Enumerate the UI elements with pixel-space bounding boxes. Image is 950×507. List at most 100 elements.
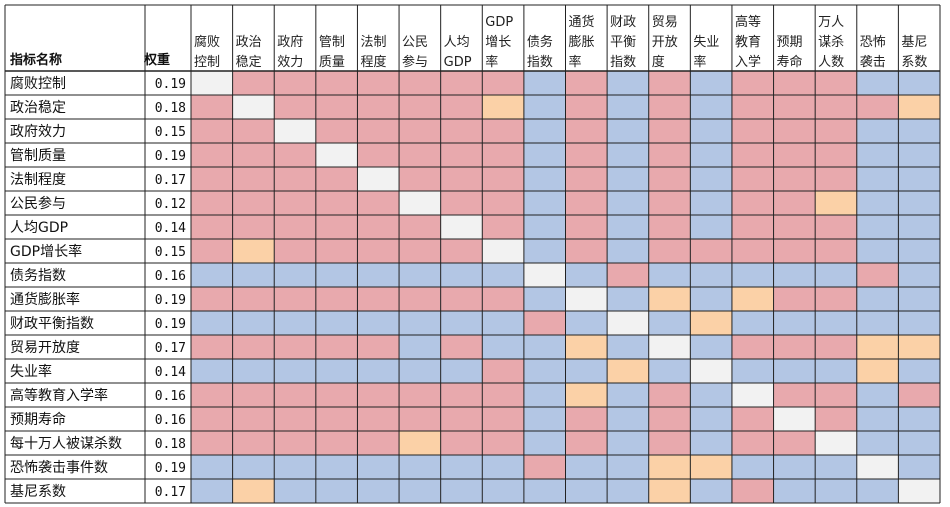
matrix-cell xyxy=(731,215,774,239)
matrix-cell xyxy=(565,215,608,239)
column-header-label: 指数 xyxy=(527,55,553,70)
matrix-cell xyxy=(815,95,857,119)
matrix-cell xyxy=(565,455,608,479)
matrix-cell xyxy=(357,311,400,335)
matrix-cell xyxy=(315,119,358,143)
column-header-label: 开放 xyxy=(652,35,678,50)
matrix-cell xyxy=(607,167,649,191)
column-header-label: 法制 xyxy=(360,35,386,50)
matrix-cell xyxy=(731,263,774,287)
matrix-cell xyxy=(274,215,316,239)
matrix-cell xyxy=(898,431,940,455)
matrix-cell xyxy=(191,455,233,479)
matrix-cell xyxy=(523,239,566,263)
row-label: 人均GDP xyxy=(10,220,68,236)
weight-value: 0.16 xyxy=(155,413,186,428)
weight-value: 0.12 xyxy=(155,197,186,212)
matrix-cell xyxy=(815,71,857,95)
matrix-cell xyxy=(399,431,441,455)
matrix-cell xyxy=(315,167,358,191)
matrix-cell xyxy=(399,143,441,167)
column-header-label: 寿命 xyxy=(777,54,803,70)
matrix-cell xyxy=(482,359,524,383)
matrix-cell xyxy=(898,263,940,287)
matrix-cell xyxy=(357,479,400,503)
matrix-cell xyxy=(773,287,816,311)
matrix-cell xyxy=(357,191,400,215)
column-header-label: 政治 xyxy=(236,35,262,50)
matrix-cell xyxy=(607,143,649,167)
matrix-cell xyxy=(648,95,691,119)
matrix-cell xyxy=(482,479,524,503)
matrix-cell xyxy=(648,71,691,95)
matrix-cell xyxy=(690,191,732,215)
matrix-cell xyxy=(274,383,316,407)
matrix-cell xyxy=(274,335,316,359)
matrix-cell xyxy=(523,95,566,119)
matrix-cell xyxy=(232,431,275,455)
matrix-cell xyxy=(399,263,441,287)
matrix-cell xyxy=(232,119,275,143)
matrix-cell xyxy=(274,191,316,215)
matrix-cell xyxy=(232,455,275,479)
matrix-cell xyxy=(357,359,400,383)
column-header-label: 质量 xyxy=(319,55,345,70)
matrix-cell xyxy=(440,215,483,239)
matrix-cell xyxy=(274,359,316,383)
matrix-cell xyxy=(274,287,316,311)
matrix-cell xyxy=(648,383,691,407)
matrix-cell xyxy=(856,407,899,431)
matrix-cell xyxy=(648,455,691,479)
column-header-label: 指数 xyxy=(610,55,636,70)
row-label: 预期寿命 xyxy=(10,411,66,428)
matrix-cell xyxy=(191,239,233,263)
column-header-label: 通货 xyxy=(569,14,595,30)
matrix-cell xyxy=(232,311,275,335)
matrix-cell xyxy=(648,239,691,263)
matrix-cell xyxy=(565,287,608,311)
matrix-cell xyxy=(607,359,649,383)
column-header-label: 万人 xyxy=(818,15,844,30)
row-label: 法制程度 xyxy=(10,172,66,188)
matrix-cell xyxy=(815,479,857,503)
matrix-cell xyxy=(523,479,566,503)
matrix-cell xyxy=(690,95,732,119)
matrix-cell xyxy=(731,455,774,479)
row-label: 政府效力 xyxy=(10,124,66,140)
matrix-cell xyxy=(440,455,483,479)
matrix-cell xyxy=(773,383,816,407)
matrix-cell xyxy=(815,335,857,359)
weight-value: 0.16 xyxy=(155,389,186,404)
matrix-cell xyxy=(898,191,940,215)
matrix-cell xyxy=(191,215,233,239)
matrix-cell xyxy=(815,143,857,167)
matrix-cell xyxy=(440,359,483,383)
matrix-cell xyxy=(315,95,358,119)
matrix-cell xyxy=(690,455,732,479)
matrix-cell xyxy=(357,335,400,359)
matrix-cell xyxy=(690,143,732,167)
row-label: 政治稳定 xyxy=(10,100,66,116)
matrix-cell xyxy=(607,95,649,119)
matrix-cell xyxy=(191,311,233,335)
matrix-cell xyxy=(898,95,940,119)
matrix-cell xyxy=(565,191,608,215)
matrix-cell xyxy=(440,311,483,335)
matrix-cell xyxy=(232,71,275,95)
matrix-cell xyxy=(856,143,899,167)
column-header-label: 人均 xyxy=(444,35,470,50)
column-header-label: 政府 xyxy=(277,35,303,50)
matrix-cell xyxy=(440,95,483,119)
row-label: 管制质量 xyxy=(10,148,66,164)
row-label: 每十万人被谋杀数 xyxy=(10,436,122,452)
matrix-cell xyxy=(773,143,816,167)
matrix-cell xyxy=(440,263,483,287)
matrix-cell xyxy=(898,311,940,335)
matrix-cell xyxy=(898,239,940,263)
matrix-cell xyxy=(440,143,483,167)
matrix-cell xyxy=(523,455,566,479)
matrix-cell xyxy=(399,239,441,263)
matrix-cell xyxy=(482,383,524,407)
matrix-cell xyxy=(565,431,608,455)
matrix-cell xyxy=(856,95,899,119)
